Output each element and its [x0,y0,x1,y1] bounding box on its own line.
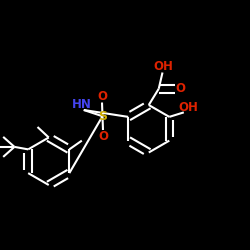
Text: O: O [97,90,107,103]
Text: O: O [176,82,186,94]
Text: OH: OH [153,60,173,74]
Text: HN: HN [72,98,92,111]
Text: O: O [98,130,108,142]
Text: OH: OH [178,102,198,114]
Text: S: S [98,110,107,122]
